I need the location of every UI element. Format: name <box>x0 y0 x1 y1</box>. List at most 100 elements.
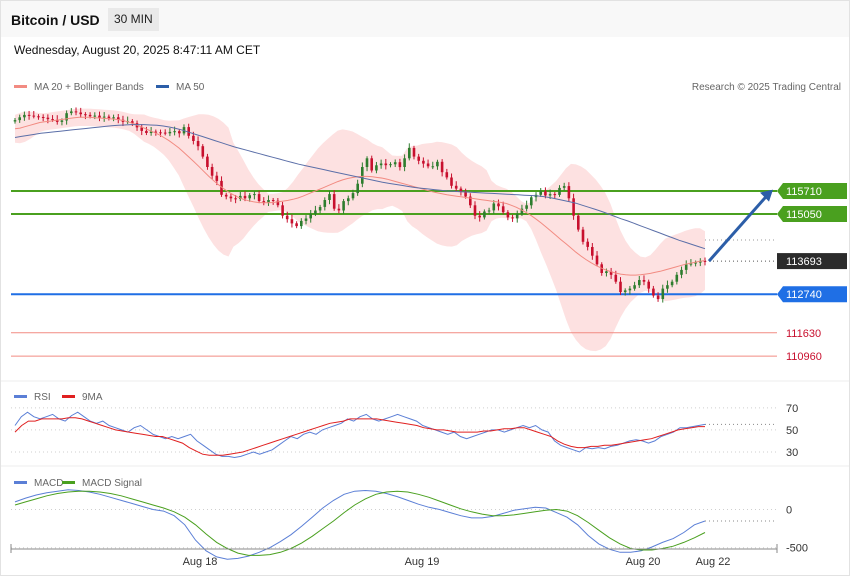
candle-body <box>234 198 237 200</box>
bollinger-band <box>15 108 705 352</box>
resistance-tag <box>777 183 847 200</box>
legend-label: MA 20 + Bollinger Bands <box>34 82 144 93</box>
candle-body <box>642 280 646 282</box>
resistance-label: 115050 <box>786 209 822 221</box>
forecast-arrow-line <box>707 194 769 263</box>
x-axis: Aug 18 Aug 19 Aug 20 Aug 22 <box>10 544 778 568</box>
candle-body <box>206 156 209 167</box>
candle-body <box>544 191 547 196</box>
ma20-line <box>14 116 706 276</box>
candle-body <box>239 195 242 199</box>
candle-body <box>497 203 500 207</box>
candle-body <box>271 200 275 201</box>
current-price-tag <box>777 253 847 270</box>
tick-label: 70 <box>786 403 798 415</box>
legend-swatch <box>62 395 75 398</box>
candle-body <box>257 194 261 201</box>
candle-body <box>652 288 655 296</box>
candle-body <box>102 116 106 118</box>
candle-body <box>450 177 453 186</box>
resistance-tag <box>777 205 847 222</box>
candle-body <box>633 285 636 289</box>
legend-swatch <box>14 481 27 484</box>
candle-body <box>262 201 266 203</box>
moving-averages <box>14 116 773 276</box>
candle-body <box>84 114 87 116</box>
candle-body <box>487 210 491 212</box>
candle-body <box>628 288 632 291</box>
candle-body <box>384 163 388 166</box>
candle-body <box>93 115 97 117</box>
candle-body <box>666 285 669 289</box>
candle-body <box>619 281 622 293</box>
candle-body <box>595 255 599 265</box>
candle-body <box>304 218 308 221</box>
candle-body <box>506 212 510 218</box>
candle-body <box>178 131 181 134</box>
candle-body <box>351 193 355 199</box>
candle-body <box>356 183 359 194</box>
candle-body <box>403 158 406 167</box>
candle-body <box>365 158 369 167</box>
candle-body <box>699 260 702 263</box>
candle-body <box>464 191 467 197</box>
candle-body <box>37 116 40 118</box>
x-tick-label: Aug 20 <box>626 556 661 568</box>
candle-body <box>220 180 223 195</box>
candle-body <box>267 200 270 203</box>
credit-text: Research © 2025 Trading Central <box>692 82 841 93</box>
candle-body <box>27 114 31 116</box>
forecast-arrow-head <box>760 189 773 202</box>
signal-series-line <box>14 490 706 556</box>
candle-body <box>520 208 524 214</box>
ma50-line <box>14 124 706 250</box>
candle-body <box>370 158 373 171</box>
candle-body <box>248 195 251 199</box>
support-tag <box>777 286 847 303</box>
candle-body <box>276 200 280 206</box>
candle-body <box>638 280 641 286</box>
candle-body <box>243 195 247 199</box>
candle-body <box>478 215 481 218</box>
candle-body <box>159 132 162 134</box>
legend-swatch <box>156 85 169 88</box>
level-labels: 115710 115050 113693 112740 111630 110960 <box>777 183 847 363</box>
candle-body <box>323 200 327 207</box>
candle-body <box>586 241 589 247</box>
candle-body <box>154 131 158 133</box>
candle-body <box>285 215 289 220</box>
candle-body <box>314 210 317 214</box>
candle-body <box>201 146 205 157</box>
candle-body <box>210 167 214 176</box>
candle-body <box>661 288 665 299</box>
resistance-label: 115710 <box>786 186 822 198</box>
candle-body <box>525 205 528 209</box>
level-lines <box>11 190 777 357</box>
candle-body <box>98 115 101 118</box>
candle-body <box>13 120 17 122</box>
candle-body <box>694 262 697 264</box>
target-label: 111630 <box>786 328 821 340</box>
candle-body <box>18 117 21 121</box>
candle-body <box>379 163 383 166</box>
candle-body <box>469 196 472 206</box>
candle-body <box>300 220 303 227</box>
tick-label: 30 <box>786 447 798 459</box>
candle-body <box>192 135 195 141</box>
interval-badge[interactable]: 30 MIN <box>108 8 159 31</box>
candle-body <box>253 194 256 196</box>
candle-body <box>74 111 78 113</box>
candle-body <box>436 161 439 167</box>
candle-body <box>408 147 411 159</box>
chart-title: Bitcoin / USD <box>11 12 100 28</box>
candle-body <box>140 127 143 131</box>
candle-body <box>605 271 608 273</box>
candle-body <box>440 161 444 173</box>
candle-body <box>168 131 172 134</box>
candle-body <box>548 194 552 196</box>
candle-body <box>483 211 486 218</box>
candle-body <box>501 206 505 213</box>
macd-panel: MACD MACD Signal 0 -500 <box>11 478 808 560</box>
candle-body <box>46 117 50 120</box>
